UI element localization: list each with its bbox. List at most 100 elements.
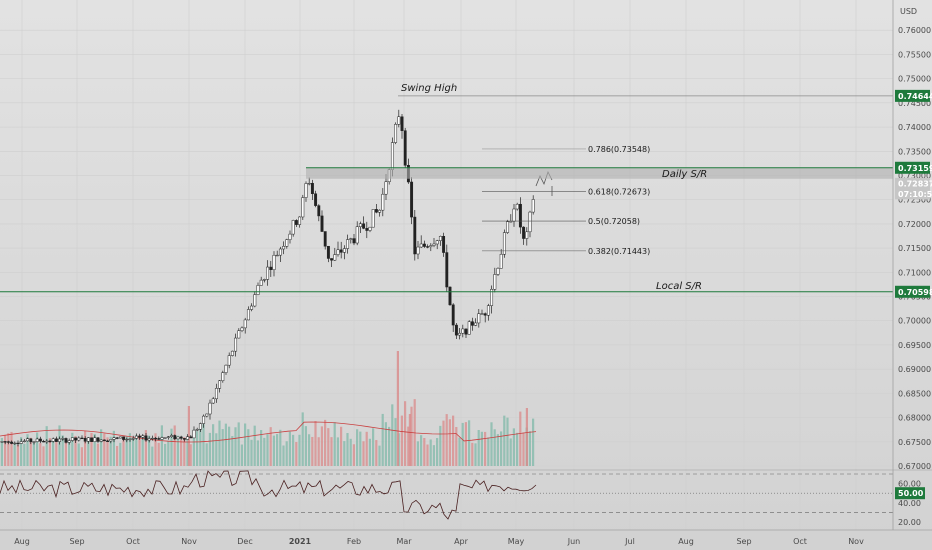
volume-bar [304, 426, 307, 466]
volume-bar [106, 437, 109, 466]
candle-body [499, 253, 503, 269]
candle-body [262, 279, 266, 281]
candle-body [227, 355, 231, 366]
candle-body [29, 438, 33, 443]
candle-body [109, 439, 113, 442]
volume-bar [426, 444, 429, 466]
candle-body [163, 437, 167, 439]
candle-body [272, 254, 276, 270]
volume-bar [336, 437, 339, 466]
volume-bar [180, 439, 183, 466]
volume-bar [288, 431, 291, 466]
price-tick-label: 0.75000 [898, 75, 931, 84]
volume-bar [71, 432, 74, 466]
volume-spike [187, 406, 190, 466]
volume-bar [183, 437, 186, 466]
price-badge-text: 0.72837 [898, 179, 932, 188]
candle-body [144, 435, 148, 441]
candle-body [301, 197, 305, 218]
price-badge-text: 0.70598 [898, 288, 932, 297]
candle-body [138, 435, 142, 438]
candle-body [458, 332, 462, 336]
candle-body [240, 327, 244, 331]
volume-bar [272, 435, 275, 466]
price-badge [895, 161, 930, 174]
candle-body [333, 254, 337, 261]
volume-bar [503, 415, 506, 466]
rsi-pane: 60.00 40.00 20.00 [0, 469, 932, 527]
volume-bar [0, 437, 4, 466]
volume-bar [381, 413, 384, 466]
candle-body [435, 240, 439, 245]
time-axis: Aug Sep Oct Nov Dec 2021 Feb Mar Apr May Jun Jul Aug… [0, 529, 932, 546]
price-badge [895, 285, 930, 298]
time-tick-label: Feb [347, 537, 361, 546]
volume-bar [247, 429, 250, 466]
volume-bar [391, 404, 394, 466]
volume-bar [493, 429, 496, 466]
candle-body [99, 439, 103, 442]
candle-body [518, 203, 522, 228]
volume-bar [512, 428, 515, 466]
volume-bar [388, 426, 391, 466]
candle-body [131, 438, 135, 440]
candle-body [477, 313, 481, 324]
volume-bar [135, 435, 138, 466]
volume-bar [445, 414, 448, 466]
candle-body [320, 215, 324, 232]
candle-body [288, 233, 292, 240]
volume-bar [141, 437, 144, 466]
candle-body [525, 231, 529, 239]
candle-body [282, 246, 286, 250]
candle-body [323, 231, 327, 247]
candle-body [211, 398, 215, 404]
candle-body [310, 182, 314, 194]
volume-bar [285, 441, 288, 466]
candle-body [230, 350, 234, 356]
candle-body [502, 232, 506, 255]
price-tick-label: 0.73500 [898, 147, 931, 156]
volume-bar [509, 438, 512, 466]
candle-body [483, 313, 487, 316]
time-tick-label: Nov [848, 537, 864, 546]
rsi-current-badge [895, 487, 925, 500]
daily-sr-label: Daily S/R [662, 169, 707, 180]
volume-bar [61, 435, 64, 466]
candle-body [493, 274, 497, 290]
volume-bar [42, 446, 45, 466]
volume-bar [202, 424, 205, 466]
volume-bar [349, 438, 352, 466]
candle-body [413, 216, 417, 255]
candle-body [80, 437, 84, 440]
volume-bar [340, 426, 343, 466]
candle-body [45, 440, 49, 443]
volume-bar [244, 423, 247, 466]
candle-body [122, 436, 126, 440]
candle-body [170, 435, 174, 437]
volume-bar [372, 428, 375, 466]
candle-body [432, 243, 436, 246]
candle-body [314, 193, 318, 206]
volume-bar [52, 440, 55, 466]
volume-bar [224, 423, 227, 466]
candle-body [278, 248, 282, 256]
volume-bar [148, 435, 151, 466]
candle-body [147, 438, 151, 441]
volume-bar [487, 437, 490, 466]
volume-bar [218, 420, 221, 466]
volume-bar [250, 439, 253, 466]
volume-bar [298, 434, 301, 466]
candle-body [179, 436, 183, 439]
levels: Swing High Daily S/R Local S/R [0, 83, 893, 293]
candle-body [35, 438, 39, 442]
volume-bar [266, 434, 269, 466]
volume-bar [228, 426, 231, 466]
candle-body [234, 337, 238, 352]
candle-body [208, 402, 212, 415]
rsi-line [0, 470, 537, 520]
volume-bar [506, 417, 509, 466]
candle-body [186, 436, 190, 440]
candle-body [531, 199, 535, 213]
volume-bar [189, 444, 192, 466]
candle-body [352, 238, 356, 244]
